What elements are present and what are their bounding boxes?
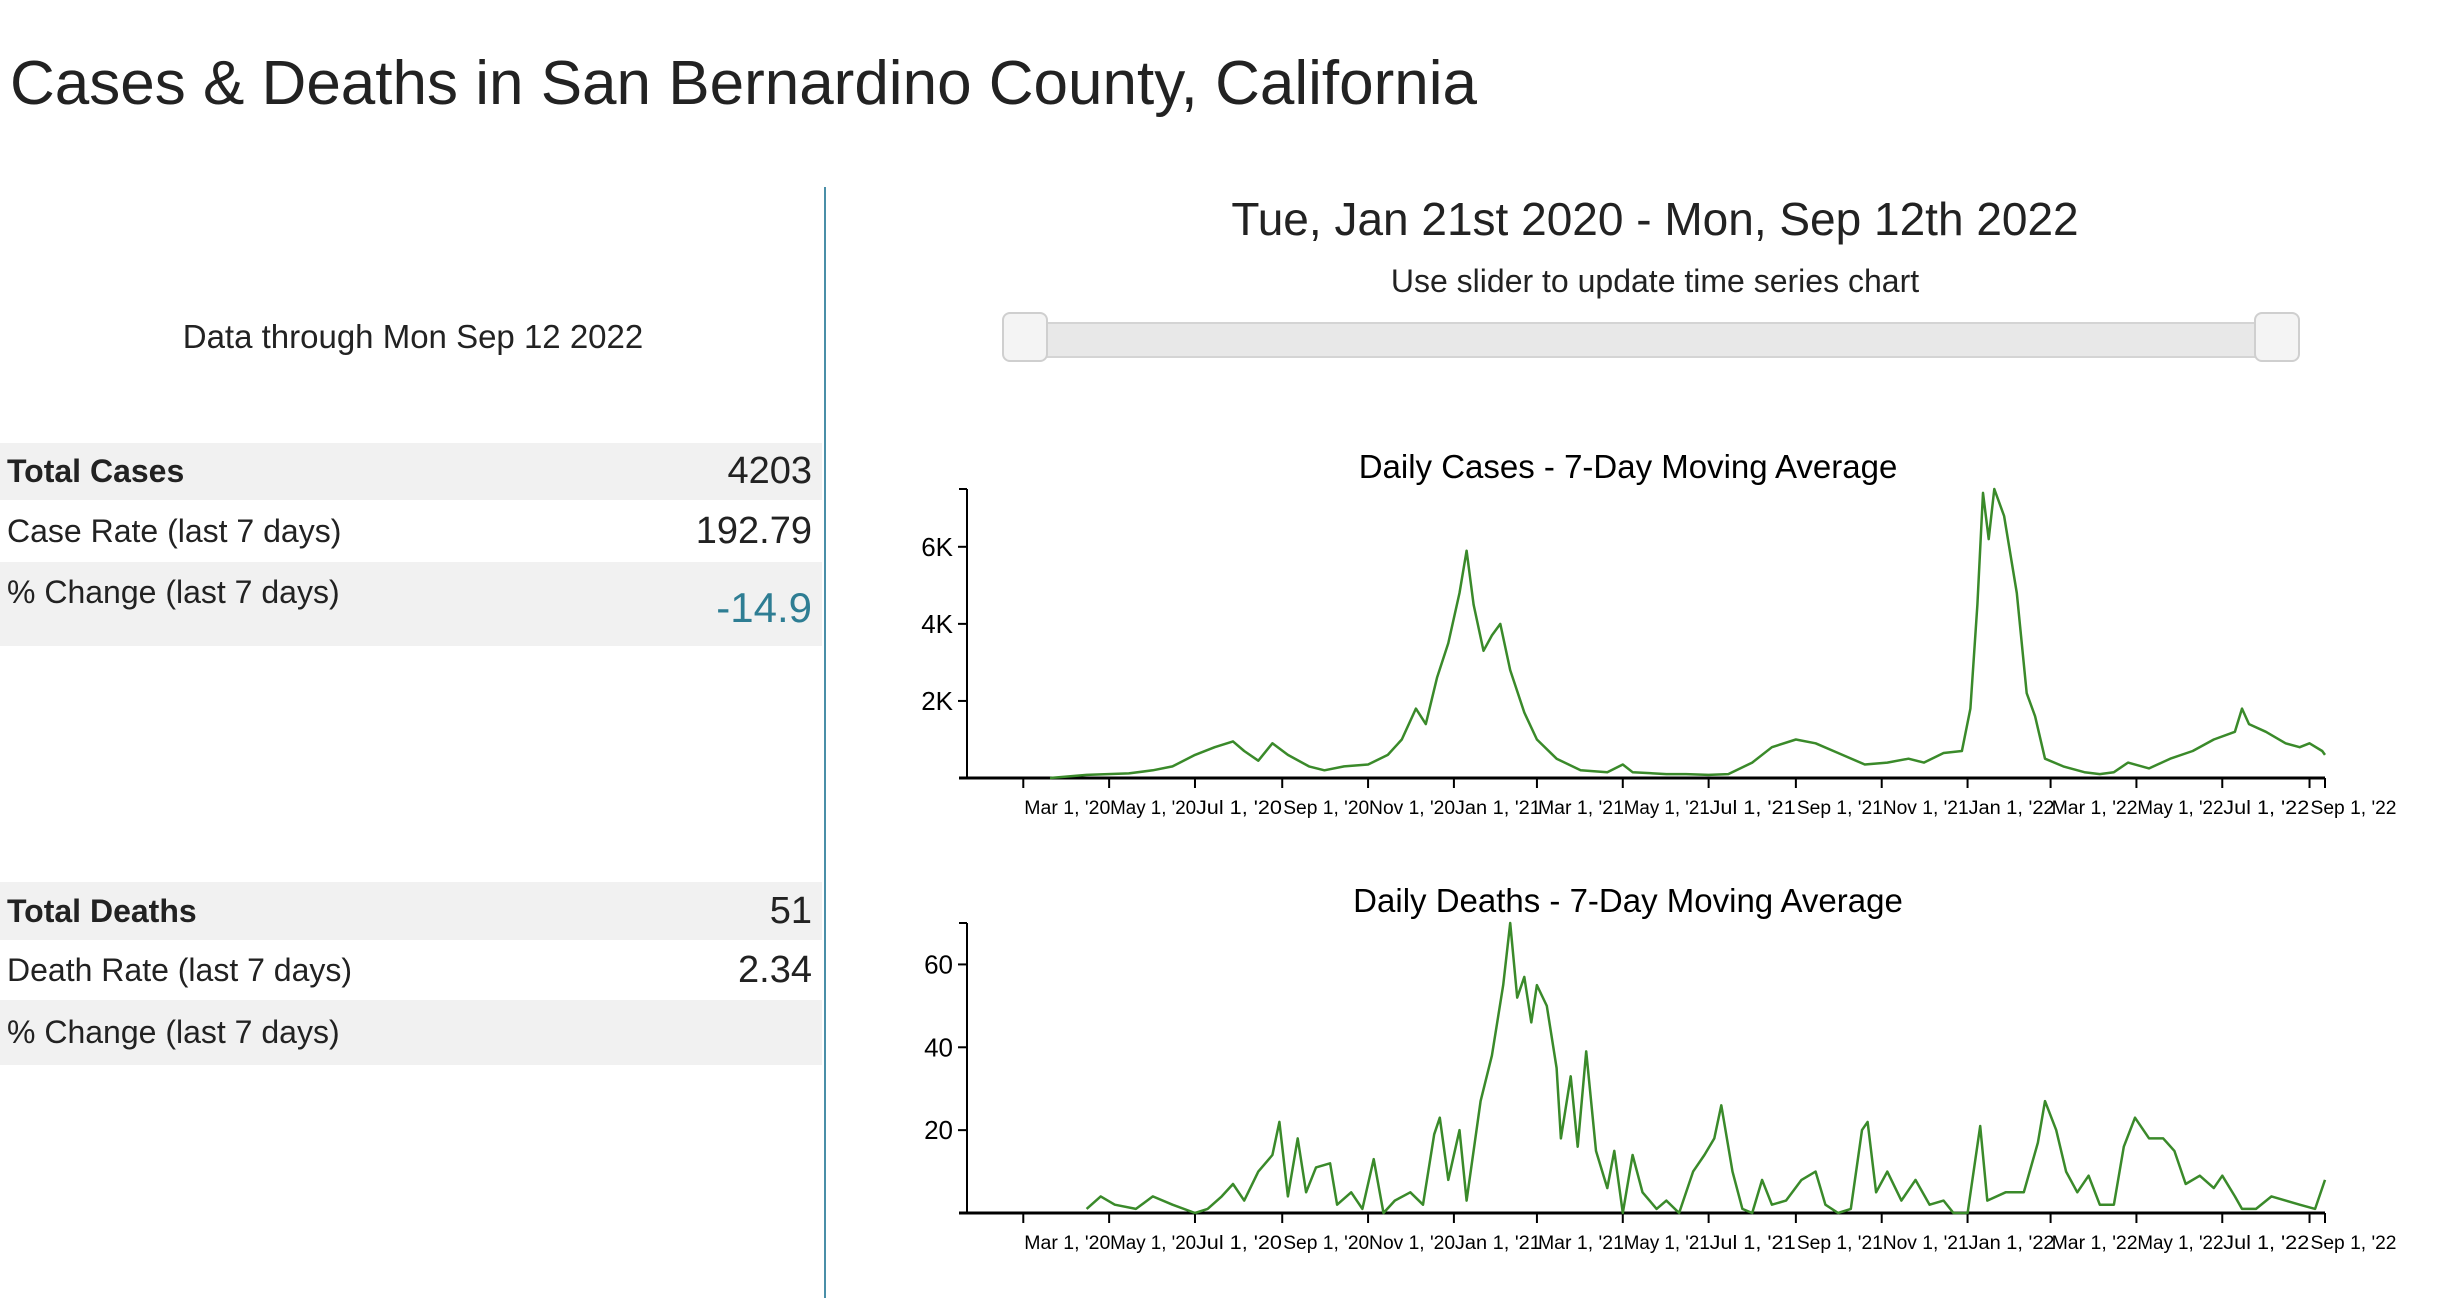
stat-row-total-cases: Total Cases 4203 [0, 443, 822, 500]
x-tick-label: May 1, '20 [1110, 798, 1196, 819]
x-tick-label: Mar 1, '21 [1538, 798, 1624, 819]
slider-end-handle[interactable] [2254, 312, 2300, 362]
x-tick-label: May 1, '21 [1624, 798, 1710, 819]
stat-row-case-change: % Change (last 7 days) -14.9 [0, 562, 822, 646]
stat-value: 4203 [727, 450, 812, 492]
x-tick-label: Mar 1, '21 [1538, 1233, 1624, 1254]
y-tick-label: 4K [921, 609, 953, 639]
chart-title: Daily Cases - 7-Day Moving Average [1359, 448, 1898, 485]
x-tick-label: Sep 1, '20 [1283, 798, 1369, 819]
slider-hint: Use slider to update time series chart [1390, 263, 1920, 299]
chart-title: Daily Deaths - 7-Day Moving Average [1353, 882, 1903, 919]
y-tick-label: 6K [921, 532, 953, 562]
stat-label: Total Cases [7, 453, 185, 489]
x-tick-label: Sep 1, '21 [1797, 1233, 1883, 1254]
x-tick-label: Jul 1, '21 [1710, 1233, 1796, 1254]
x-tick-label: Nov 1, '20 [1369, 798, 1455, 819]
y-tick-label: 60 [924, 949, 953, 979]
x-tick-label: Nov 1, '21 [1883, 1233, 1969, 1254]
x-tick-label: May 1, '22 [2137, 1233, 2223, 1254]
stat-label: Case Rate (last 7 days) [7, 512, 342, 549]
x-tick-label: May 1, '21 [1624, 1233, 1710, 1254]
x-tick-label: Jul 1, '20 [1196, 1233, 1282, 1254]
data-through-label: Data through Mon Sep 12 2022 [182, 318, 644, 355]
stat-row-death-change: % Change (last 7 days) [0, 1000, 822, 1065]
y-tick-label: 40 [924, 1032, 953, 1062]
x-tick-label: Sep 1, '22 [2311, 1233, 2397, 1254]
x-tick-label: Jan 1, '21 [1455, 798, 1541, 819]
slider-start-handle[interactable] [1002, 312, 1048, 362]
deaths-series-line [1085, 921, 2327, 1215]
stat-value: 192.79 [695, 509, 812, 552]
date-range-slider-track[interactable] [1020, 322, 2290, 358]
stat-row-total-deaths: Total Deaths 51 [0, 882, 822, 940]
stat-row-death-rate: Death Rate (last 7 days) 2.34 [0, 940, 822, 1000]
x-tick-label: Sep 1, '20 [1283, 1233, 1369, 1254]
x-tick-label: Jan 1, '22 [1969, 798, 2055, 819]
x-tick-label: Jul 1, '22 [2223, 798, 2309, 819]
page-title: Cases & Deaths in San Bernardino County,… [10, 49, 1477, 118]
x-tick-label: Jul 1, '21 [1710, 798, 1796, 819]
panel-divider [824, 187, 826, 1298]
x-tick-label: Sep 1, '21 [1797, 798, 1883, 819]
stat-row-case-rate: Case Rate (last 7 days) 192.79 [0, 500, 822, 562]
x-tick-label: Mar 1, '22 [2052, 798, 2138, 819]
y-tick-label: 20 [924, 1115, 953, 1145]
x-tick-label: Mar 1, '20 [1024, 1233, 1110, 1254]
stat-label: % Change (last 7 days) [7, 574, 340, 610]
date-range-label: Tue, Jan 21st 2020 - Mon, Sep 12th 2022 [1231, 193, 2079, 245]
x-tick-label: Nov 1, '20 [1369, 1233, 1455, 1254]
stat-value: 2.34 [738, 948, 812, 991]
x-tick-label: Jan 1, '22 [1969, 1233, 2055, 1254]
stat-label: Total Deaths [7, 892, 197, 929]
y-tick-label: 2K [921, 686, 953, 716]
x-tick-label: Mar 1, '22 [2052, 1233, 2138, 1254]
stat-value: -14.9 [716, 584, 812, 631]
x-tick-label: Sep 1, '22 [2311, 798, 2397, 819]
x-tick-label: Nov 1, '21 [1883, 798, 1969, 819]
x-tick-label: Jul 1, '20 [1196, 798, 1282, 819]
stat-value: 51 [769, 889, 812, 932]
x-tick-label: Jan 1, '21 [1455, 1233, 1541, 1254]
x-tick-label: Mar 1, '20 [1024, 798, 1110, 819]
x-tick-label: Jul 1, '22 [2223, 1233, 2309, 1254]
cases-series-line [1049, 487, 2327, 780]
stat-label: Death Rate (last 7 days) [7, 951, 353, 988]
stat-label: % Change (last 7 days) [7, 1014, 340, 1050]
x-tick-label: May 1, '20 [1110, 1233, 1196, 1254]
x-tick-label: May 1, '22 [2137, 798, 2223, 819]
